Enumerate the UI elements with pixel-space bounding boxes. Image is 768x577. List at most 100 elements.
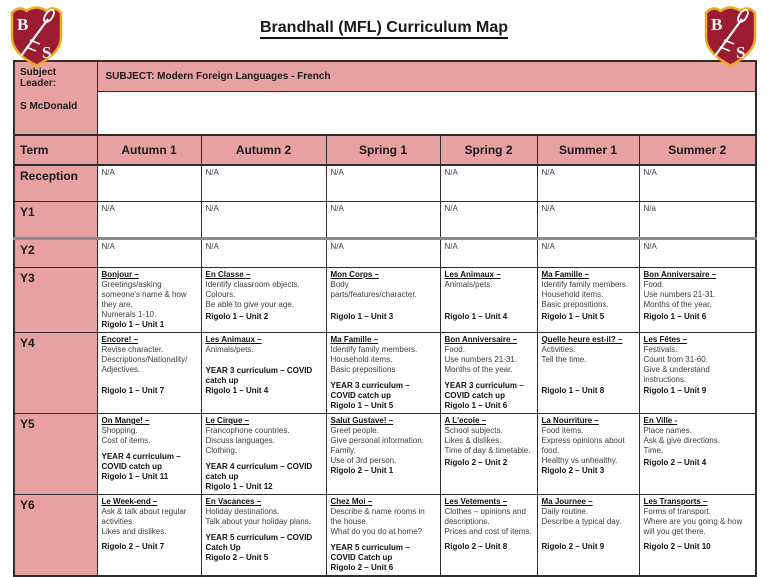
cell-content: Bon Anniversaire – Food. Use numbers 21-31… [445, 335, 533, 411]
topic-detail: Greet people. [330, 426, 379, 435]
curriculum-cell: Mon Corps – Body parts/features/character… [325, 267, 441, 333]
cell-content: N/A [206, 168, 322, 178]
cell-content: Les Fêtes – Festivals. Count from 31-60. Gi… [644, 335, 752, 396]
term-header-autumn-2: Autumn 2 [200, 134, 327, 166]
cell-content: N/A [102, 204, 197, 214]
curriculum-cell: On Mange! – Shopping. Cost of items. YEAR 4… [96, 413, 202, 495]
year-row-y1: Y1 N/A N/A N/A N/A N/A N/a [13, 201, 757, 239]
topic-detail: Ask & give directions. [643, 436, 720, 445]
topic-title: Encore! – [101, 335, 138, 344]
cell-content: N/A [102, 168, 197, 178]
topic-title: La Nourriture – [541, 416, 599, 425]
subject-banner-cell: SUBJECT: Modern Foreign Languages - Fren… [96, 60, 757, 136]
cell-bottom: YEAR 5 curriculum – COVID Catch Up Rigolo… [206, 527, 322, 563]
topic-detail: Daily routine. [541, 507, 589, 516]
topic-detail: N/A [643, 168, 657, 177]
curriculum-cell: N/A [200, 201, 327, 239]
topic-detail: N/A [444, 242, 458, 251]
curriculum-cell: Chez Moi – Describe & name rooms in the h… [325, 494, 441, 577]
topic-detail: N/A [444, 168, 458, 177]
rigolo-unit: Rigolo 1 – Unit 11 [101, 472, 169, 481]
crest-letter-b: B [711, 15, 722, 34]
rigolo-unit: Rigolo 2 – Unit 2 [444, 458, 508, 467]
cell-bottom: Rigolo 1 – Unit 9 [644, 386, 752, 396]
subject-banner-blank [98, 92, 756, 124]
topic-title: A L'ecole – [444, 416, 487, 425]
topic-detail: N/A [330, 168, 344, 177]
topic-title: Bonjour – [101, 270, 139, 279]
rigolo-unit: Rigolo 2 – Unit 9 [541, 542, 605, 551]
rigolo-unit: Rigolo 1 – Unit 8 [541, 386, 605, 395]
subject-leader-cell: Subject Leader: S McDonald [13, 60, 98, 136]
term-label: Term [13, 134, 98, 166]
curriculum-cell: N/A [536, 237, 640, 268]
row-label-y4: Y4 [13, 332, 98, 414]
topic-detail: Francophone countries. [205, 426, 290, 435]
rigolo-unit: Rigolo 1 – Unit 2 [205, 312, 269, 321]
cell-content: Chez Moi – Describe & name rooms in the h… [331, 497, 436, 573]
topic-title: Les Transports – [643, 497, 708, 506]
topic-detail: N/A [205, 204, 219, 213]
rigolo-unit: Rigolo 2 – Unit 10 [643, 542, 711, 551]
cell-bottom: Rigolo 1 – Unit 1 [102, 320, 197, 330]
topic-detail: Tell the time. [541, 355, 587, 364]
curriculum-cell: N/A [325, 164, 441, 202]
cell-content: N/A [445, 204, 533, 214]
topic-detail: What do you do at home? [330, 527, 423, 536]
cell-bottom: Rigolo 1 – Unit 7 [102, 386, 197, 396]
cell-bottom: Rigolo 2 – Unit 1 [331, 466, 436, 476]
cell-bottom: YEAR 3 curriculum – COVID catch up Rigolo… [445, 375, 533, 411]
cell-content: N/A [206, 242, 322, 252]
curriculum-cell: N/A [536, 164, 640, 202]
topic-detail: Holiday destinations. [205, 507, 280, 516]
topic-detail: Numerals 1-10. [101, 310, 157, 319]
topic-detail: Food. [643, 280, 664, 289]
topic-detail: Use numbers 21-31. [444, 355, 517, 364]
cell-content: Bonjour – Greetings/asking someone's name… [102, 270, 197, 330]
topic-detail: Household items. [541, 290, 604, 299]
curriculum-cell: En Vacances – Holiday destinations. Talk a… [200, 494, 327, 577]
topic-title: Les Vetements – [444, 497, 508, 506]
topic-detail: Be able to give your age. [205, 300, 295, 309]
year-row-y5: Y5 On Mange! – Shopping. Cost of items. YEAR… [13, 413, 757, 495]
rigolo-unit: Rigolo 1 – Unit 5 [330, 401, 394, 410]
cell-content: Ma Journee – Daily routine. Describe a typ… [542, 497, 635, 552]
cell-bottom: YEAR 3 curriculum – COVID catch up Rigolo… [331, 375, 436, 411]
cell-bottom: Rigolo 2 – Unit 7 [102, 542, 197, 552]
topic-title: Les Fêtes – [643, 335, 688, 344]
rigolo-unit: Rigolo 2 – Unit 5 [205, 553, 269, 562]
cell-bottom: Rigolo 2 – Unit 2 [445, 458, 533, 468]
topic-title: Salut Gustave! – [330, 416, 394, 425]
curriculum-cell: N/A [536, 201, 640, 239]
cell-bottom: Rigolo 2 – Unit 9 [542, 542, 635, 552]
curriculum-cell: N/A [200, 164, 327, 202]
term-header-row: Term Autumn 1 Autumn 2 Spring 1 Spring 2 Summ… [13, 134, 757, 166]
topic-detail: Family. [330, 446, 356, 455]
crest-letter-s: S [736, 43, 745, 62]
topic-detail: School subjects. [444, 426, 503, 435]
topic-detail: Talk about your holiday plans. [205, 517, 311, 526]
rigolo-unit: Rigolo 1 – Unit 12 [205, 482, 273, 491]
topic-detail: Basic prepositions. [541, 300, 609, 309]
cell-content: Ma Famille – Identify family members. Hous… [542, 270, 635, 322]
curriculum-cell: N/A [96, 237, 202, 268]
topic-detail: Clothes – opinions and descriptions. [444, 507, 526, 526]
year-row-y6: Y6 Le Week-end – Ask & talk about regular … [13, 494, 757, 577]
topic-detail: N/A [330, 242, 344, 251]
topic-title: Ma Famille – [541, 270, 590, 279]
curriculum-cell: A L'ecole – School subjects. Likes & disli… [439, 413, 538, 495]
cell-bottom: Rigolo 2 – Unit 3 [542, 466, 635, 476]
cell-content: Ma Famille – Identify family members. Hous… [331, 335, 436, 411]
cell-content: N/A [542, 168, 635, 178]
topic-detail: Animals/pets. [444, 280, 493, 289]
topic-detail: N/a [643, 204, 656, 213]
covid-note: YEAR 4 curriculum – COVID catch up [101, 452, 181, 471]
cell-content: N/A [102, 242, 197, 252]
topic-detail: N/A [541, 204, 555, 213]
topic-detail: Revise character. [101, 345, 164, 354]
curriculum-cell: Les Fêtes – Festivals. Count from 31-60. Gi… [638, 332, 757, 414]
topic-detail: N/A [330, 204, 344, 213]
topic-title: En Ville - [643, 416, 678, 425]
topic-detail: Likes and dislikes. [101, 527, 167, 536]
curriculum-cell: N/A [439, 164, 538, 202]
